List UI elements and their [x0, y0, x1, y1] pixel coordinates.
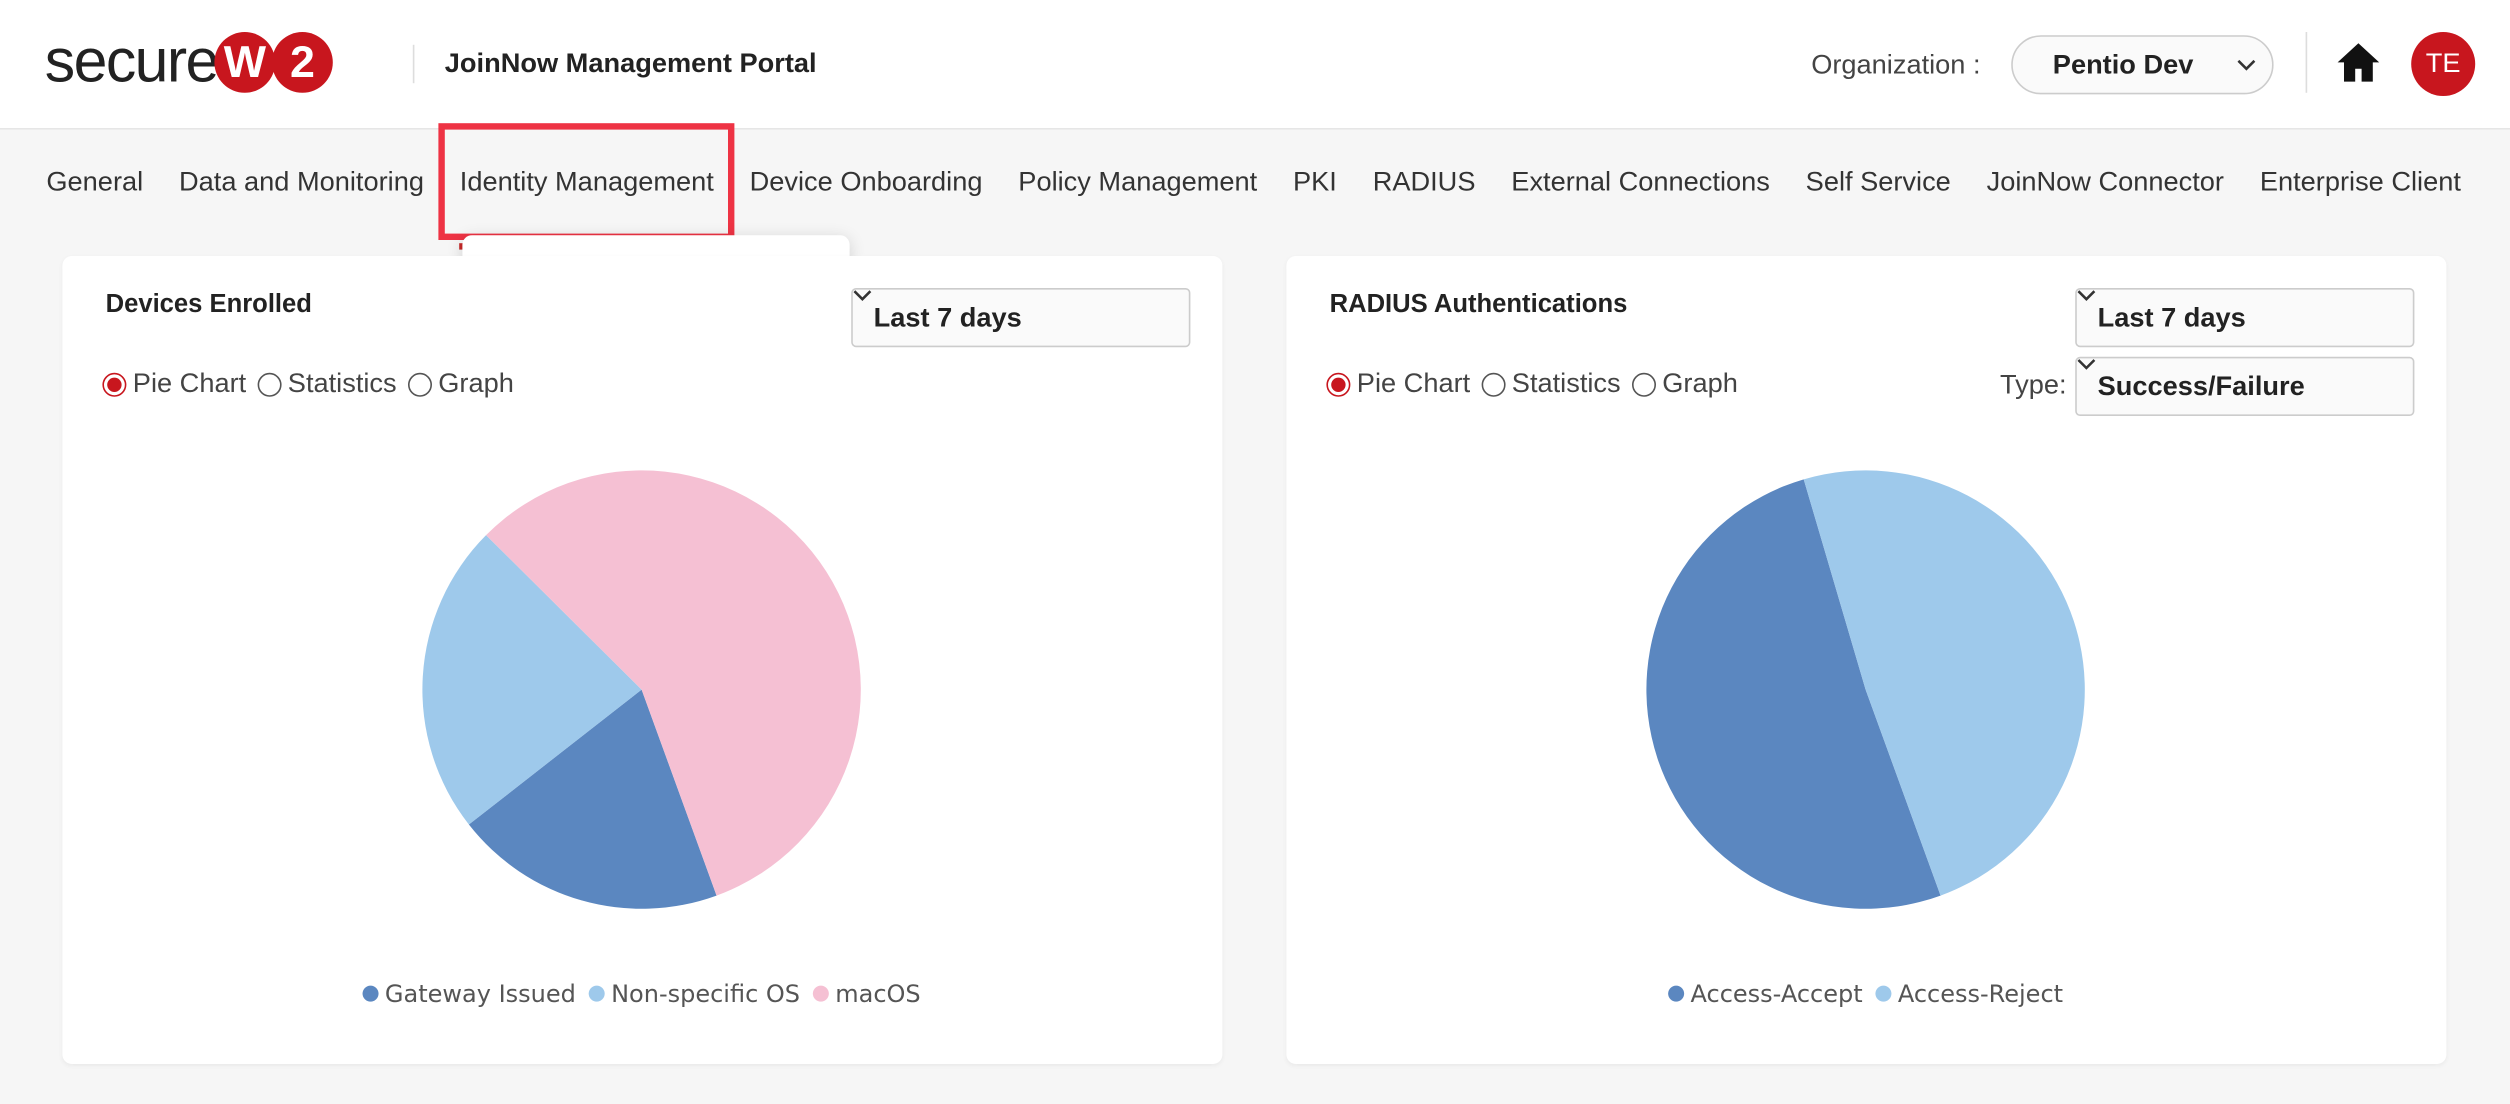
- avatar[interactable]: TE: [2411, 32, 2476, 96]
- legend-swatch: [362, 985, 379, 1002]
- radio-label: Graph: [1662, 368, 1738, 399]
- card: Devices Enrolled Last 7 days Pie Chart Stat…: [62, 256, 1223, 1064]
- radio-group: Pie Chart Statistics Graph: [1326, 368, 1738, 400]
- chevron: [853, 290, 872, 302]
- separator: [2305, 32, 2308, 93]
- pie-slice: [468, 689, 717, 909]
- logo-badge: 2: [272, 32, 333, 93]
- chevron-path: [2077, 359, 2096, 370]
- legend-label: Access-Accept: [1691, 980, 1863, 1008]
- pie-slice: [1803, 470, 2085, 896]
- nav-item[interactable]: Device Onboarding: [749, 165, 983, 196]
- range-select[interactable]: Last 7 days: [2075, 288, 2415, 348]
- pie-chart: Gateway Issued Non-specific OS macOS: [362, 470, 921, 1008]
- header: secure W 2 JoinNow Management Portal Org…: [0, 0, 2510, 130]
- nav-item[interactable]: PKI: [1293, 165, 1337, 196]
- radio-circle: [1326, 372, 1351, 396]
- legend-label: Non-specific OS: [611, 980, 800, 1008]
- logo-text: secure: [44, 28, 220, 96]
- pie-slice: [1646, 479, 1941, 909]
- pie-slice: [422, 535, 642, 825]
- card: RADIUS Authentications Last 7 days Type: Su…: [1286, 256, 2447, 1064]
- legend: Gateway Issued Non-specific OS macOS: [362, 980, 921, 1008]
- logo-badge: W: [214, 32, 276, 93]
- organization-value: Pentio Dev: [2052, 48, 2194, 80]
- chevron: [2077, 359, 2096, 370]
- range-value: Last 7 days: [2097, 301, 2246, 332]
- radio-group: Pie Chart Statistics Graph: [102, 368, 514, 400]
- nav-item[interactable]: Identity Management: [439, 122, 735, 249]
- organization-select[interactable]: Pentio Dev: [2011, 35, 2274, 95]
- nav-item[interactable]: Data and Monitoring: [179, 165, 424, 196]
- legend: Access-Accept Access-Reject: [1668, 980, 2063, 1008]
- nav-item[interactable]: External Connections: [1511, 165, 1770, 196]
- legend-label: Access-Reject: [1898, 980, 2063, 1008]
- nav-item[interactable]: Enterprise Client: [2259, 165, 2461, 196]
- chevron-path: [853, 290, 872, 302]
- radio-option[interactable]: Graph: [1631, 368, 1738, 400]
- legend-label: Gateway Issued: [385, 980, 576, 1008]
- chevron: [2077, 290, 2096, 302]
- legend-label: macOS: [835, 980, 920, 1008]
- radio-label: Pie Chart: [132, 368, 247, 399]
- nav-item[interactable]: Self Service: [1805, 165, 1951, 196]
- nav-item[interactable]: RADIUS: [1372, 165, 1476, 196]
- chevron-path: [2077, 290, 2096, 302]
- radio-option[interactable]: Statistics: [1481, 368, 1621, 400]
- pie-chart: Access-Accept Access-Reject: [1646, 470, 2085, 1008]
- radio-label: Pie Chart: [1356, 368, 1471, 399]
- card-title: RADIUS Authentications: [1329, 291, 1628, 319]
- type-value: Success/Failure: [2097, 370, 2305, 401]
- card-title: Devices Enrolled: [105, 291, 312, 319]
- pie-slice: [486, 470, 861, 896]
- radio-label: Graph: [438, 368, 514, 399]
- portal-title: JoinNow Management Portal: [444, 48, 817, 79]
- radio-option[interactable]: Graph: [407, 368, 514, 400]
- nav-item[interactable]: JoinNow Connector: [1986, 165, 2224, 196]
- home-icon[interactable]: [2336, 42, 2381, 84]
- radio-label: Statistics: [1511, 368, 1621, 399]
- radio-option[interactable]: Pie Chart: [1326, 368, 1470, 400]
- range-select[interactable]: Last 7 days: [851, 288, 1191, 348]
- legend-swatch: [812, 985, 829, 1002]
- chevron: [2237, 59, 2256, 70]
- legend-swatch: [1875, 985, 1892, 1002]
- radio-circle: [1481, 372, 1506, 396]
- legend-swatch: [588, 985, 605, 1002]
- nav-bar: General Data and Monitoring Identity Manag…: [46, 122, 2461, 249]
- nav-item[interactable]: General: [46, 165, 144, 196]
- radio-label: Statistics: [287, 368, 397, 399]
- radio-circle: [257, 372, 282, 396]
- legend-swatch: [1668, 985, 1685, 1002]
- nav-item[interactable]: Policy Management: [1018, 165, 1258, 196]
- radio-circle: [1631, 372, 1656, 396]
- organization-label: Organization :: [1811, 49, 1981, 80]
- separator: [412, 44, 415, 84]
- range-value: Last 7 days: [873, 301, 1022, 332]
- radio-option[interactable]: Pie Chart: [102, 368, 246, 400]
- radio-circle: [102, 372, 127, 396]
- logo[interactable]: secure W 2: [45, 22, 333, 102]
- type-select[interactable]: Success/Failure: [2075, 356, 2415, 416]
- radio-circle: [407, 372, 432, 396]
- type-label: Type:: [2000, 369, 2067, 400]
- radio-option[interactable]: Statistics: [257, 368, 397, 400]
